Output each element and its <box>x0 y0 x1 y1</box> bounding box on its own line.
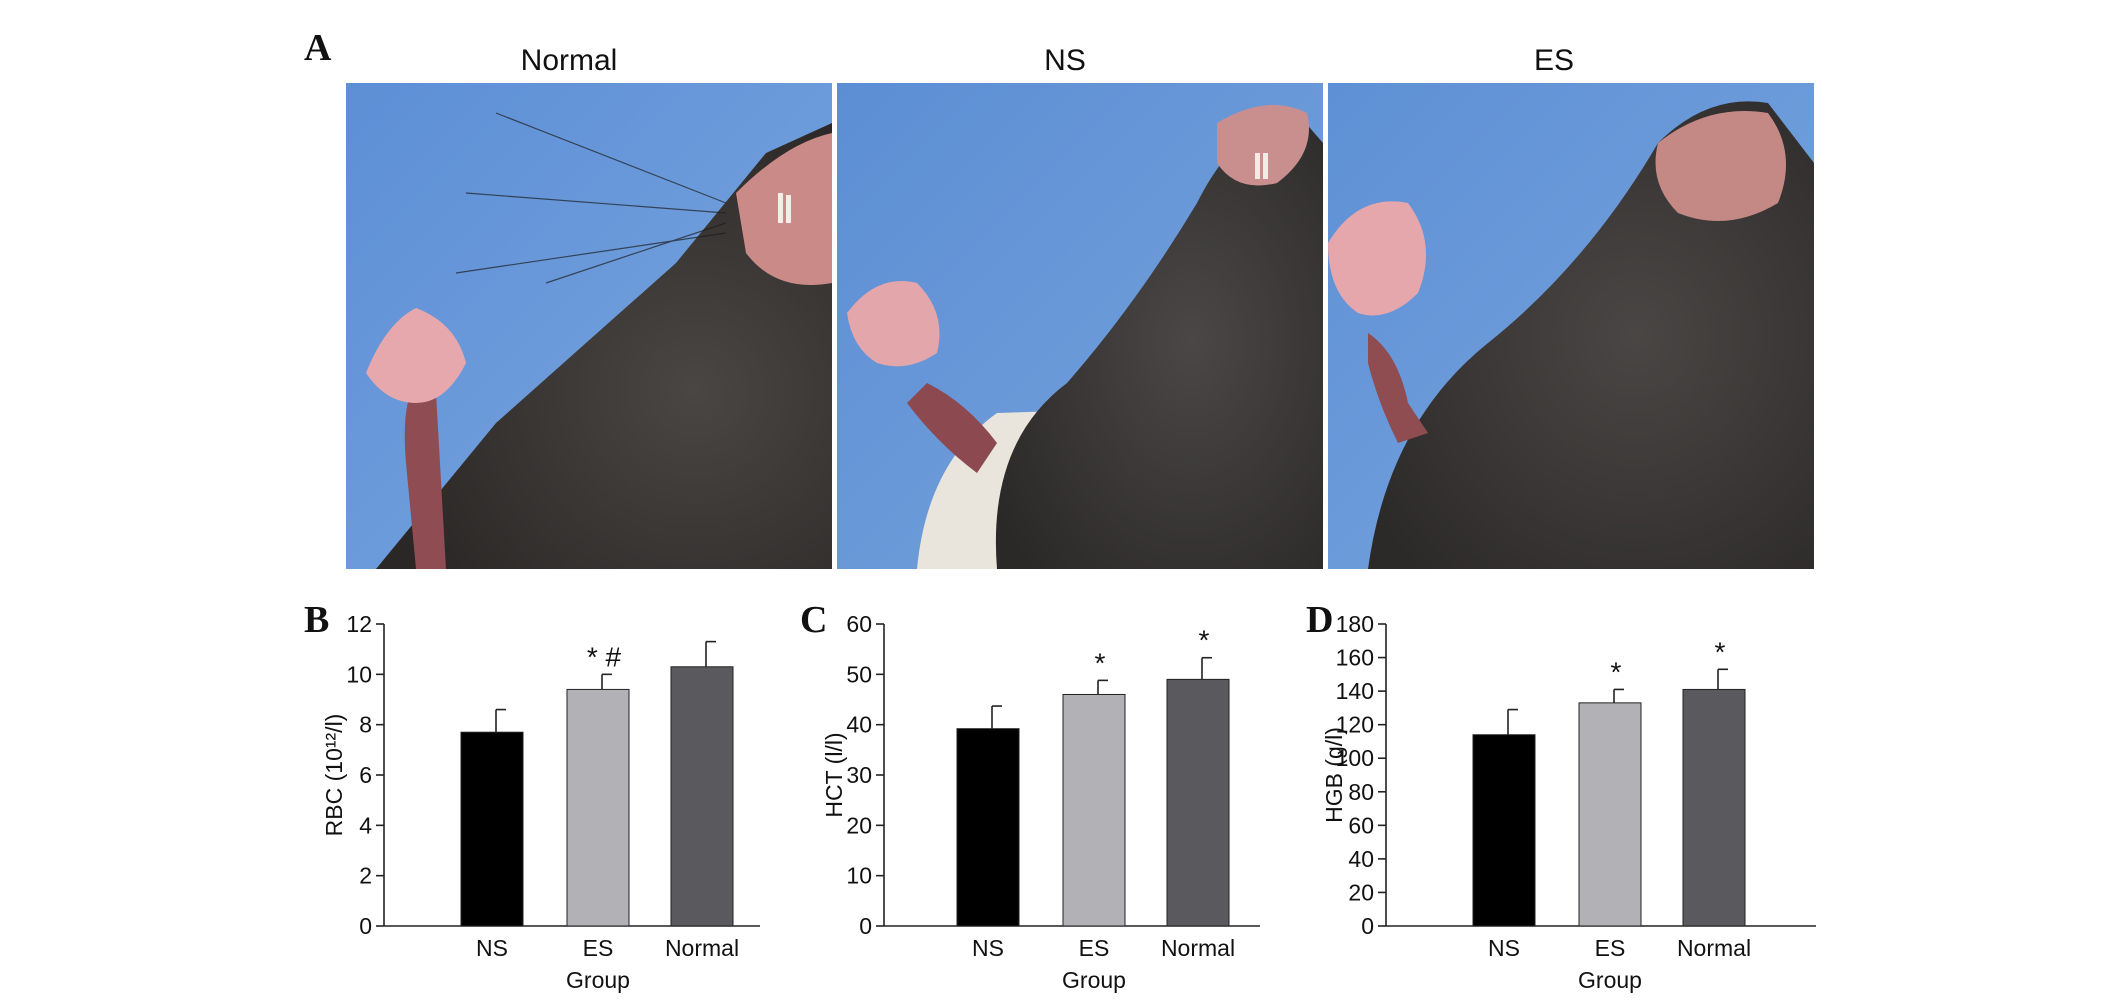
bar-normal <box>670 666 734 927</box>
rat-photo-es <box>1328 83 1814 569</box>
chart-hct: 0 10 20 30 40 50 60 HCT (l/l) NS * ES * Normal Group <box>800 600 1270 1004</box>
y-tick-label: 20 <box>1348 879 1374 905</box>
x-tick-label-normal: Normal <box>1677 935 1751 961</box>
y-tick-label: 10 <box>846 863 872 889</box>
photo-title-normal: Normal <box>520 44 618 77</box>
significance-marker: * <box>1095 647 1106 678</box>
significance-marker: * <box>1199 625 1210 656</box>
x-tick-label-normal: Normal <box>1161 935 1235 961</box>
y-tick-label: 180 <box>1336 611 1374 637</box>
chart-rbc-svg: 0 2 4 6 8 10 12 RBC (10¹²/l) NS * # ES Normal Group <box>321 611 760 993</box>
y-tick-label: 40 <box>1348 846 1374 872</box>
x-axis-label: Group <box>1062 967 1126 993</box>
x-tick-label-ns: NS <box>1488 935 1520 961</box>
photo-title-ns: NS <box>1044 44 1086 77</box>
bar-es <box>1578 702 1642 927</box>
y-tick-label: 6 <box>359 762 372 788</box>
bar-es <box>1062 693 1126 927</box>
y-axis-label: HCT (l/l) <box>821 732 847 817</box>
chart-hgb: 0 20 40 60 80 100 120 140 160 180 HGB (g/l) NS * ES * N… <box>1300 600 1820 1004</box>
y-tick-label: 10 <box>346 661 372 687</box>
x-tick-label-es: ES <box>583 935 614 961</box>
y-tick-label: 30 <box>846 762 872 788</box>
y-tick-label: 40 <box>846 712 872 738</box>
y-tick-label: 4 <box>359 812 372 838</box>
rat-photo-normal <box>346 83 832 569</box>
significance-marker: * # <box>587 641 622 672</box>
panel-d-letter: D <box>1306 599 1334 641</box>
x-tick-label-normal: Normal <box>665 935 739 961</box>
y-tick-label: 2 <box>359 863 372 889</box>
photo-title-es: ES <box>1533 44 1575 77</box>
panel-a-letter: A <box>304 27 332 69</box>
significance-marker: * <box>1715 636 1726 667</box>
y-tick-label: 8 <box>359 712 372 738</box>
y-tick-label: 12 <box>346 611 372 637</box>
y-tick-label: 20 <box>846 812 872 838</box>
y-axis-label: RBC (10¹²/l) <box>321 714 347 837</box>
chart-rbc: 0 2 4 6 8 10 12 RBC (10¹²/l) NS * # ES Normal Group <box>300 600 770 1004</box>
rat-photo-ns <box>837 83 1323 569</box>
x-tick-label-ns: NS <box>972 935 1004 961</box>
panel-c-letter: C <box>800 599 828 641</box>
chart-hct-svg: 0 10 20 30 40 50 60 HCT (l/l) NS * ES * Normal Group <box>821 611 1260 993</box>
panel-b-letter: B <box>304 599 330 641</box>
y-tick-label: 80 <box>1348 779 1374 805</box>
y-tick-label: 100 <box>1336 745 1374 771</box>
y-tick-label: 0 <box>859 913 872 939</box>
x-tick-label-ns: NS <box>476 935 508 961</box>
x-axis-label: Group <box>1578 967 1642 993</box>
significance-marker: * <box>1611 656 1622 687</box>
bar-ns <box>460 731 524 927</box>
bar-normal <box>1682 688 1746 927</box>
y-tick-label: 60 <box>1348 812 1374 838</box>
y-tick-label: 120 <box>1336 712 1374 738</box>
y-tick-label: 0 <box>1361 913 1374 939</box>
bar-normal <box>1166 678 1230 927</box>
y-tick-label: 60 <box>846 611 872 637</box>
bar-es <box>566 688 630 927</box>
x-axis-label: Group <box>566 967 630 993</box>
y-tick-label: 50 <box>846 661 872 687</box>
x-tick-label-es: ES <box>1595 935 1626 961</box>
y-axis-label: HGB (g/l) <box>1321 727 1347 823</box>
y-tick-label: 140 <box>1336 678 1374 704</box>
y-tick-label: 0 <box>359 913 372 939</box>
x-tick-label-es: ES <box>1079 935 1110 961</box>
y-tick-label: 160 <box>1336 645 1374 671</box>
bar-ns <box>956 728 1020 927</box>
bar-ns <box>1472 734 1536 927</box>
chart-hgb-svg: 0 20 40 60 80 100 120 140 160 180 HGB (g/l) NS * ES * N… <box>1321 611 1816 993</box>
